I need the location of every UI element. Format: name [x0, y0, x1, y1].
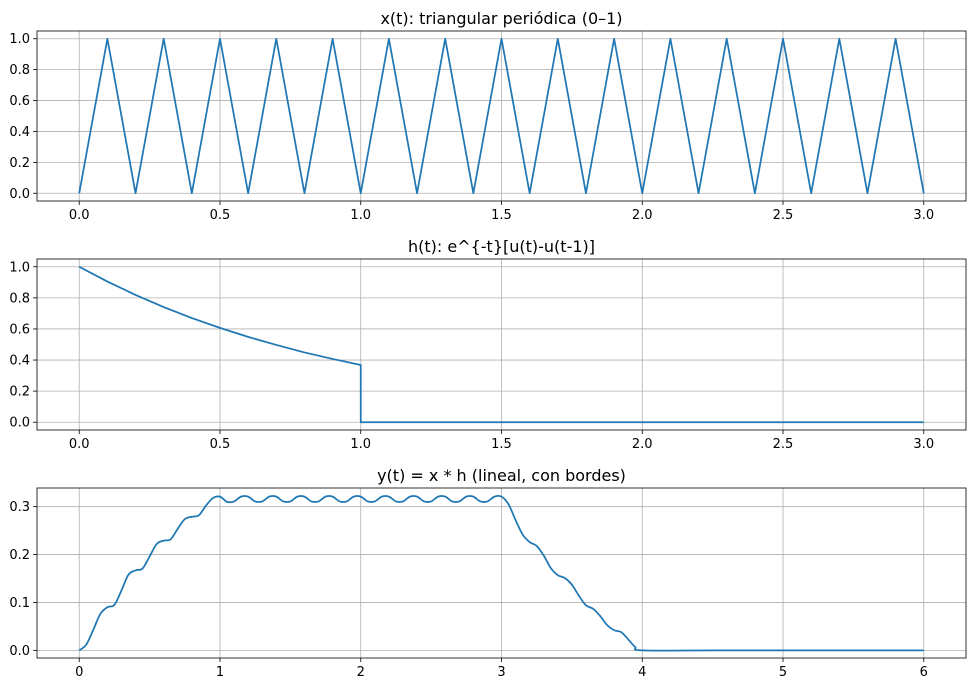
x-tick-label: 0.5 — [210, 208, 231, 223]
chart-title-1: x(t): triangular periódica (0–1) — [380, 9, 622, 28]
x-tick-label: 2.5 — [773, 208, 794, 223]
series-line-1 — [78, 37, 925, 195]
y-ticks-3: 0.0 0.1 0.2 0.3 — [9, 500, 37, 659]
panel-1: 0.0 0.5 1.0 1.5 2.0 2.5 3.0 0.0 0.2 0.4 0.6 0.8 1.0… — [9, 9, 967, 223]
x-ticks-2: 0.0 0.5 1.0 1.5 2.0 2.5 3.0 — [69, 430, 934, 452]
y-tick-label: 0.6 — [9, 94, 30, 109]
y-ticks-1: 0.0 0.2 0.4 0.6 0.8 1.0 — [9, 32, 37, 202]
x-tick-label: 0.0 — [69, 437, 90, 452]
y-tick-label: 0.6 — [9, 322, 30, 337]
x-tick-label: 4 — [638, 665, 646, 680]
x-tick-label: 1.5 — [491, 208, 512, 223]
y-tick-label: 0.2 — [9, 548, 30, 563]
y-tick-label: 0.4 — [9, 354, 30, 369]
x-tick-label: 2.5 — [773, 437, 794, 452]
x-tick-label: 3.0 — [913, 437, 934, 452]
y-tick-label: 0.0 — [9, 416, 30, 431]
y-tick-label: 0.1 — [9, 596, 30, 611]
y-tick-label: 0.2 — [9, 156, 30, 171]
y-tick-label: 0.0 — [9, 187, 30, 202]
y-ticks-2: 0.0 0.2 0.4 0.6 0.8 1.0 — [9, 260, 37, 431]
x-tick-label: 5 — [779, 665, 787, 680]
chart-title-3: y(t) = x * h (lineal, con bordes) — [377, 466, 626, 485]
grid-lines-3 — [37, 488, 966, 658]
x-ticks-3: 0 1 2 3 4 5 6 — [75, 658, 928, 680]
grid-lines-2 — [37, 259, 966, 430]
series-line-3 — [78, 494, 924, 652]
x-tick-label: 2.0 — [632, 437, 653, 452]
y-tick-label: 1.0 — [9, 32, 30, 47]
y-tick-label: 1.0 — [9, 260, 30, 275]
x-tick-label: 2.0 — [632, 208, 653, 223]
chart-title-2: h(t): e^{-t}[u(t)-u(t-1)] — [408, 237, 595, 256]
series-line-2 — [78, 265, 924, 424]
y-tick-label: 0.0 — [9, 644, 30, 659]
x-tick-label: 2 — [357, 665, 365, 680]
y-tick-label: 0.3 — [9, 500, 30, 515]
x-tick-label: 1 — [216, 665, 224, 680]
y-tick-label: 0.2 — [9, 385, 30, 400]
x-tick-label: 1.0 — [350, 208, 371, 223]
x-tick-label: 0.0 — [69, 208, 90, 223]
x-tick-label: 0 — [75, 665, 83, 680]
x-tick-label: 0.5 — [210, 437, 231, 452]
grid-lines-1 — [37, 31, 966, 201]
panel-3: 0 1 2 3 4 5 6 0.0 0.1 0.2 0.3 y(t) = x * h (linea… — [9, 466, 967, 680]
x-tick-label: 3 — [497, 665, 505, 680]
x-tick-label: 3.0 — [913, 208, 934, 223]
y-tick-label: 0.4 — [9, 125, 30, 140]
x-ticks-1: 0.0 0.5 1.0 1.5 2.0 2.5 3.0 — [69, 201, 934, 223]
panel-2: 0.0 0.5 1.0 1.5 2.0 2.5 3.0 0.0 0.2 0.4 0.6 0.8 1.0… — [9, 237, 967, 452]
x-tick-label: 6 — [920, 665, 928, 680]
x-tick-label: 1.5 — [491, 437, 512, 452]
x-tick-label: 1.0 — [350, 437, 371, 452]
y-tick-label: 0.8 — [9, 63, 30, 78]
y-tick-label: 0.8 — [9, 291, 30, 306]
